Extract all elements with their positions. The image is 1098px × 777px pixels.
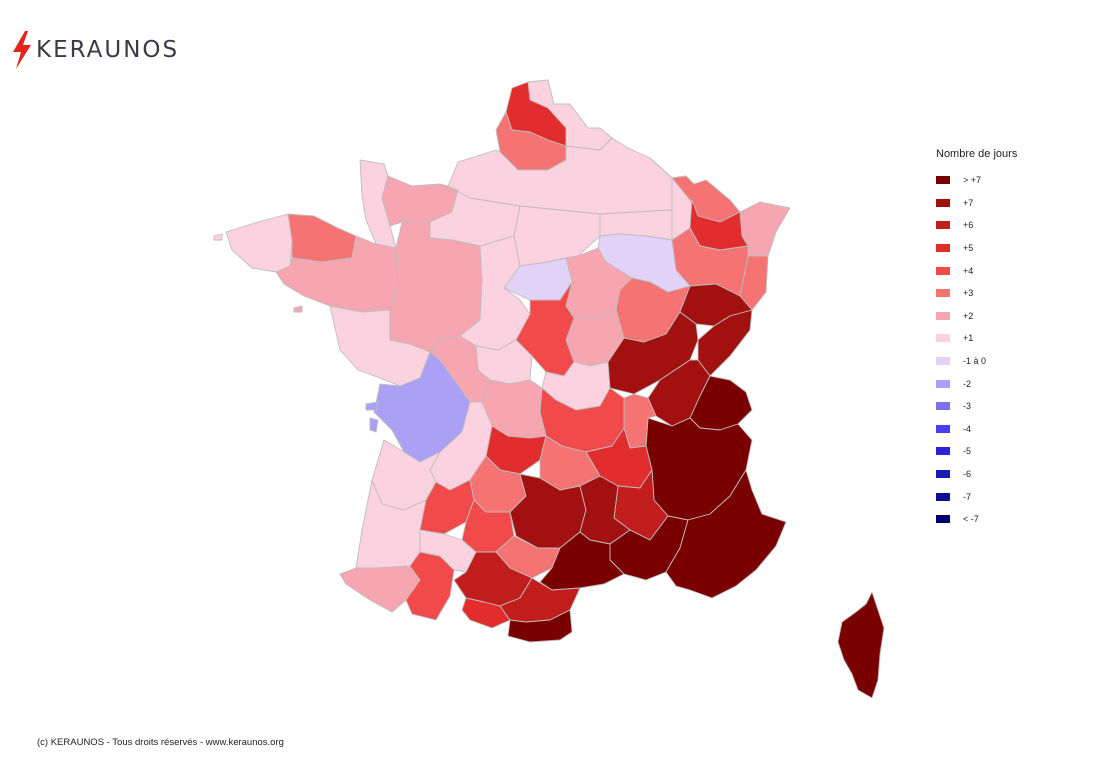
- legend-swatch: [936, 379, 950, 388]
- legend-item: +5: [936, 237, 1017, 260]
- legend-item: -6: [936, 463, 1017, 486]
- legend-title: Nombre de jours: [936, 148, 1018, 160]
- legend-swatch: [936, 311, 950, 320]
- legend-items: > +7 +7 +6 +5 +4 +3 +2 +1 -1 à 0 -2 -3 -4 -5 -6 -7 < -7: [936, 169, 1017, 531]
- legend-item: +7: [936, 192, 1017, 215]
- legend-item: -3: [936, 395, 1017, 418]
- ile-de-re: [365, 401, 379, 411]
- legend-swatch: [936, 334, 950, 343]
- legend-label: -4: [963, 423, 972, 434]
- legend-swatch: [936, 244, 950, 253]
- legend-swatch: [936, 289, 950, 298]
- legend-swatch: [936, 221, 950, 230]
- region-ariege: [461, 597, 511, 629]
- legend-item: < -7: [936, 508, 1017, 531]
- region-corse: [837, 591, 885, 699]
- legend-swatch: [936, 357, 950, 366]
- region-doubs: [697, 309, 753, 377]
- legend-item: -2: [936, 372, 1017, 395]
- legend-swatch: [936, 515, 950, 524]
- region-normandie-manche: [359, 159, 397, 249]
- legend-swatch: [936, 176, 950, 185]
- legend-item: +3: [936, 282, 1017, 305]
- legend-label: +6: [963, 220, 974, 231]
- region-provence: [665, 469, 787, 599]
- legend-swatch: [936, 198, 950, 207]
- region-cotes-armor: [287, 213, 357, 263]
- copyright-notice: (c) KERAUNOS - Tous droits réservés - ww…: [37, 737, 284, 748]
- region-pyrenees-atlantiques: [339, 565, 421, 613]
- legend-label: -7: [963, 491, 972, 502]
- legend-swatch: [936, 402, 950, 411]
- france-departments: [225, 79, 885, 699]
- legend-swatch: [936, 447, 950, 456]
- legend-item: -4: [936, 418, 1017, 441]
- legend-label: +4: [963, 265, 974, 276]
- legend-item: -7: [936, 485, 1017, 508]
- legend-label: -1 à 0: [963, 356, 987, 367]
- lightning-bolt-icon: [13, 31, 31, 69]
- legend-label: +5: [963, 243, 974, 254]
- legend-label: +7: [963, 197, 974, 208]
- legend-item: -1 à 0: [936, 350, 1017, 373]
- legend-item: +6: [936, 214, 1017, 237]
- ile-ouessant: [213, 233, 223, 241]
- keraunos-logo: KERAUNOS: [10, 30, 179, 70]
- region-bretagne-finistere: [225, 213, 293, 273]
- region-hautes-pyrenees: [405, 551, 455, 621]
- legend-item: +4: [936, 259, 1017, 282]
- region-vienne: [429, 335, 491, 403]
- legend-label: +3: [963, 288, 974, 299]
- legend-item: +2: [936, 305, 1017, 328]
- legend-item: > +7: [936, 169, 1017, 192]
- legend-label: -5: [963, 446, 972, 457]
- legend-swatch: [936, 266, 950, 275]
- legend-swatch: [936, 424, 950, 433]
- legend-label: -6: [963, 469, 972, 480]
- legend-swatch: [936, 470, 950, 479]
- map-legend: Nombre de jours > +7 +7 +6 +5 +4 +3 +2 +1 -1 à 0…: [936, 148, 1017, 531]
- legend-label: +1: [963, 333, 974, 344]
- legend-label: -3: [963, 401, 972, 412]
- legend-label: -2: [963, 378, 972, 389]
- region-pyrenees-orientales: [507, 609, 573, 643]
- legend-label: +2: [963, 310, 974, 321]
- legend-item: -5: [936, 440, 1017, 463]
- legend-label: > +7: [963, 175, 982, 186]
- legend-item: +1: [936, 327, 1017, 350]
- legend-swatch: [936, 492, 950, 501]
- ile-oleron: [369, 417, 379, 433]
- legend-label: < -7: [963, 514, 979, 525]
- island-details: [213, 233, 379, 433]
- belle-ile: [293, 305, 303, 313]
- brand-name: KERAUNOS: [36, 37, 180, 63]
